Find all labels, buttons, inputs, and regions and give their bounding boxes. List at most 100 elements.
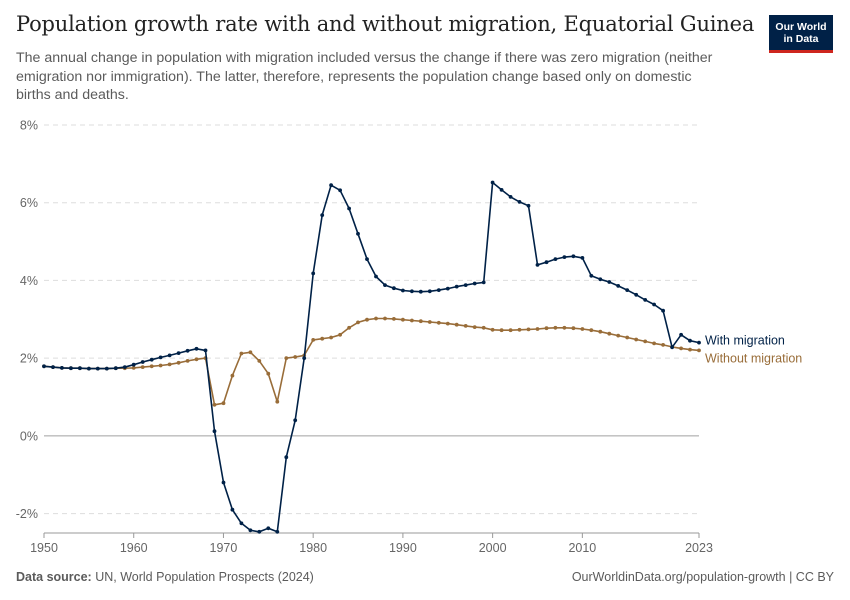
data-point bbox=[508, 195, 513, 199]
data-point bbox=[230, 373, 235, 378]
data-point bbox=[104, 366, 109, 371]
x-tick-label: 2000 bbox=[479, 541, 507, 555]
data-point bbox=[95, 366, 100, 371]
data-point bbox=[266, 371, 271, 376]
y-tick-label: 8% bbox=[20, 119, 38, 133]
data-point bbox=[257, 359, 262, 363]
data-point bbox=[643, 339, 648, 344]
data-point bbox=[356, 320, 360, 325]
owid-logo[interactable]: Our World in Data bbox=[769, 15, 833, 53]
data-point bbox=[176, 360, 181, 365]
data-point bbox=[643, 298, 648, 302]
data-point bbox=[194, 357, 199, 362]
y-tick-label: -2% bbox=[16, 507, 38, 521]
y-tick-label: 6% bbox=[20, 196, 38, 210]
data-point bbox=[320, 336, 325, 341]
data-point bbox=[508, 328, 513, 333]
data-point bbox=[499, 328, 504, 333]
data-point bbox=[436, 320, 441, 325]
source-url[interactable]: OurWorldinData.org/population-growth | C… bbox=[571, 570, 834, 584]
data-point bbox=[167, 353, 172, 358]
data-point bbox=[463, 283, 468, 287]
chart-title: Population growth rate with and without … bbox=[16, 12, 755, 36]
series-label-with-migration: With migration bbox=[705, 334, 785, 348]
logo-line-2: in Data bbox=[783, 33, 819, 45]
data-point bbox=[679, 346, 683, 351]
data-point bbox=[149, 364, 154, 369]
data-point bbox=[140, 360, 145, 364]
data-point bbox=[293, 418, 298, 423]
data-point bbox=[499, 188, 504, 192]
data-point bbox=[401, 288, 405, 293]
data-point bbox=[374, 274, 378, 279]
data-point bbox=[347, 206, 351, 211]
data-point bbox=[392, 317, 396, 321]
data-point bbox=[490, 327, 495, 332]
data-point bbox=[697, 340, 701, 345]
data-point bbox=[275, 399, 280, 404]
data-point bbox=[356, 231, 360, 236]
data-point bbox=[87, 366, 91, 371]
data-point bbox=[311, 271, 316, 276]
data-point bbox=[194, 346, 199, 351]
data-point bbox=[571, 254, 576, 259]
x-tick-label: 1970 bbox=[210, 541, 238, 555]
x-tick-label: 2023 bbox=[685, 541, 713, 555]
data-point bbox=[239, 521, 244, 526]
data-point bbox=[517, 327, 522, 332]
data-point bbox=[634, 337, 639, 342]
data-point bbox=[472, 325, 477, 329]
data-point bbox=[427, 320, 432, 324]
data-point bbox=[580, 327, 585, 331]
x-tick-label: 2010 bbox=[568, 541, 596, 555]
data-point bbox=[221, 480, 226, 485]
data-point bbox=[248, 528, 253, 533]
series-line-with-migration bbox=[43, 181, 700, 533]
data-point bbox=[607, 280, 612, 284]
data-point bbox=[212, 429, 217, 434]
data-point bbox=[203, 348, 208, 353]
data-source-label: Data source: bbox=[16, 570, 92, 584]
data-point bbox=[454, 284, 459, 289]
data-point bbox=[454, 322, 459, 327]
y-tick-label: 4% bbox=[20, 274, 38, 288]
data-point bbox=[589, 273, 594, 278]
data-point bbox=[544, 260, 549, 265]
data-point bbox=[688, 338, 692, 343]
data-point bbox=[616, 333, 621, 338]
data-source: Data source: UN, World Population Prospe… bbox=[16, 570, 314, 584]
data-point bbox=[418, 319, 423, 324]
data-point bbox=[212, 402, 217, 407]
data-point bbox=[535, 327, 540, 331]
data-point bbox=[60, 366, 64, 370]
data-point bbox=[329, 183, 333, 188]
data-point bbox=[42, 364, 46, 369]
x-tick-label: 1990 bbox=[389, 541, 417, 555]
data-point bbox=[688, 347, 692, 352]
data-point bbox=[401, 317, 405, 322]
data-point bbox=[436, 288, 441, 292]
data-point bbox=[418, 289, 423, 294]
series-group bbox=[42, 180, 701, 534]
data-source-text: UN, World Population Prospects (2024) bbox=[95, 570, 314, 584]
data-point bbox=[580, 256, 585, 260]
data-point bbox=[347, 325, 351, 330]
y-tick-label: 0% bbox=[20, 429, 38, 443]
data-point bbox=[553, 257, 558, 261]
data-point bbox=[69, 366, 73, 371]
data-point bbox=[445, 321, 450, 326]
data-point bbox=[338, 332, 342, 337]
x-tick-label: 1950 bbox=[30, 541, 58, 555]
data-point bbox=[221, 401, 226, 406]
y-tick-label: 2% bbox=[20, 352, 38, 366]
data-point bbox=[410, 289, 414, 294]
data-point bbox=[365, 257, 369, 261]
data-point bbox=[284, 356, 289, 360]
data-point bbox=[625, 335, 630, 340]
data-point bbox=[670, 345, 674, 350]
data-point bbox=[598, 329, 603, 334]
data-point bbox=[517, 200, 522, 204]
data-point bbox=[113, 366, 118, 371]
data-point bbox=[481, 325, 486, 330]
data-point bbox=[149, 357, 154, 362]
